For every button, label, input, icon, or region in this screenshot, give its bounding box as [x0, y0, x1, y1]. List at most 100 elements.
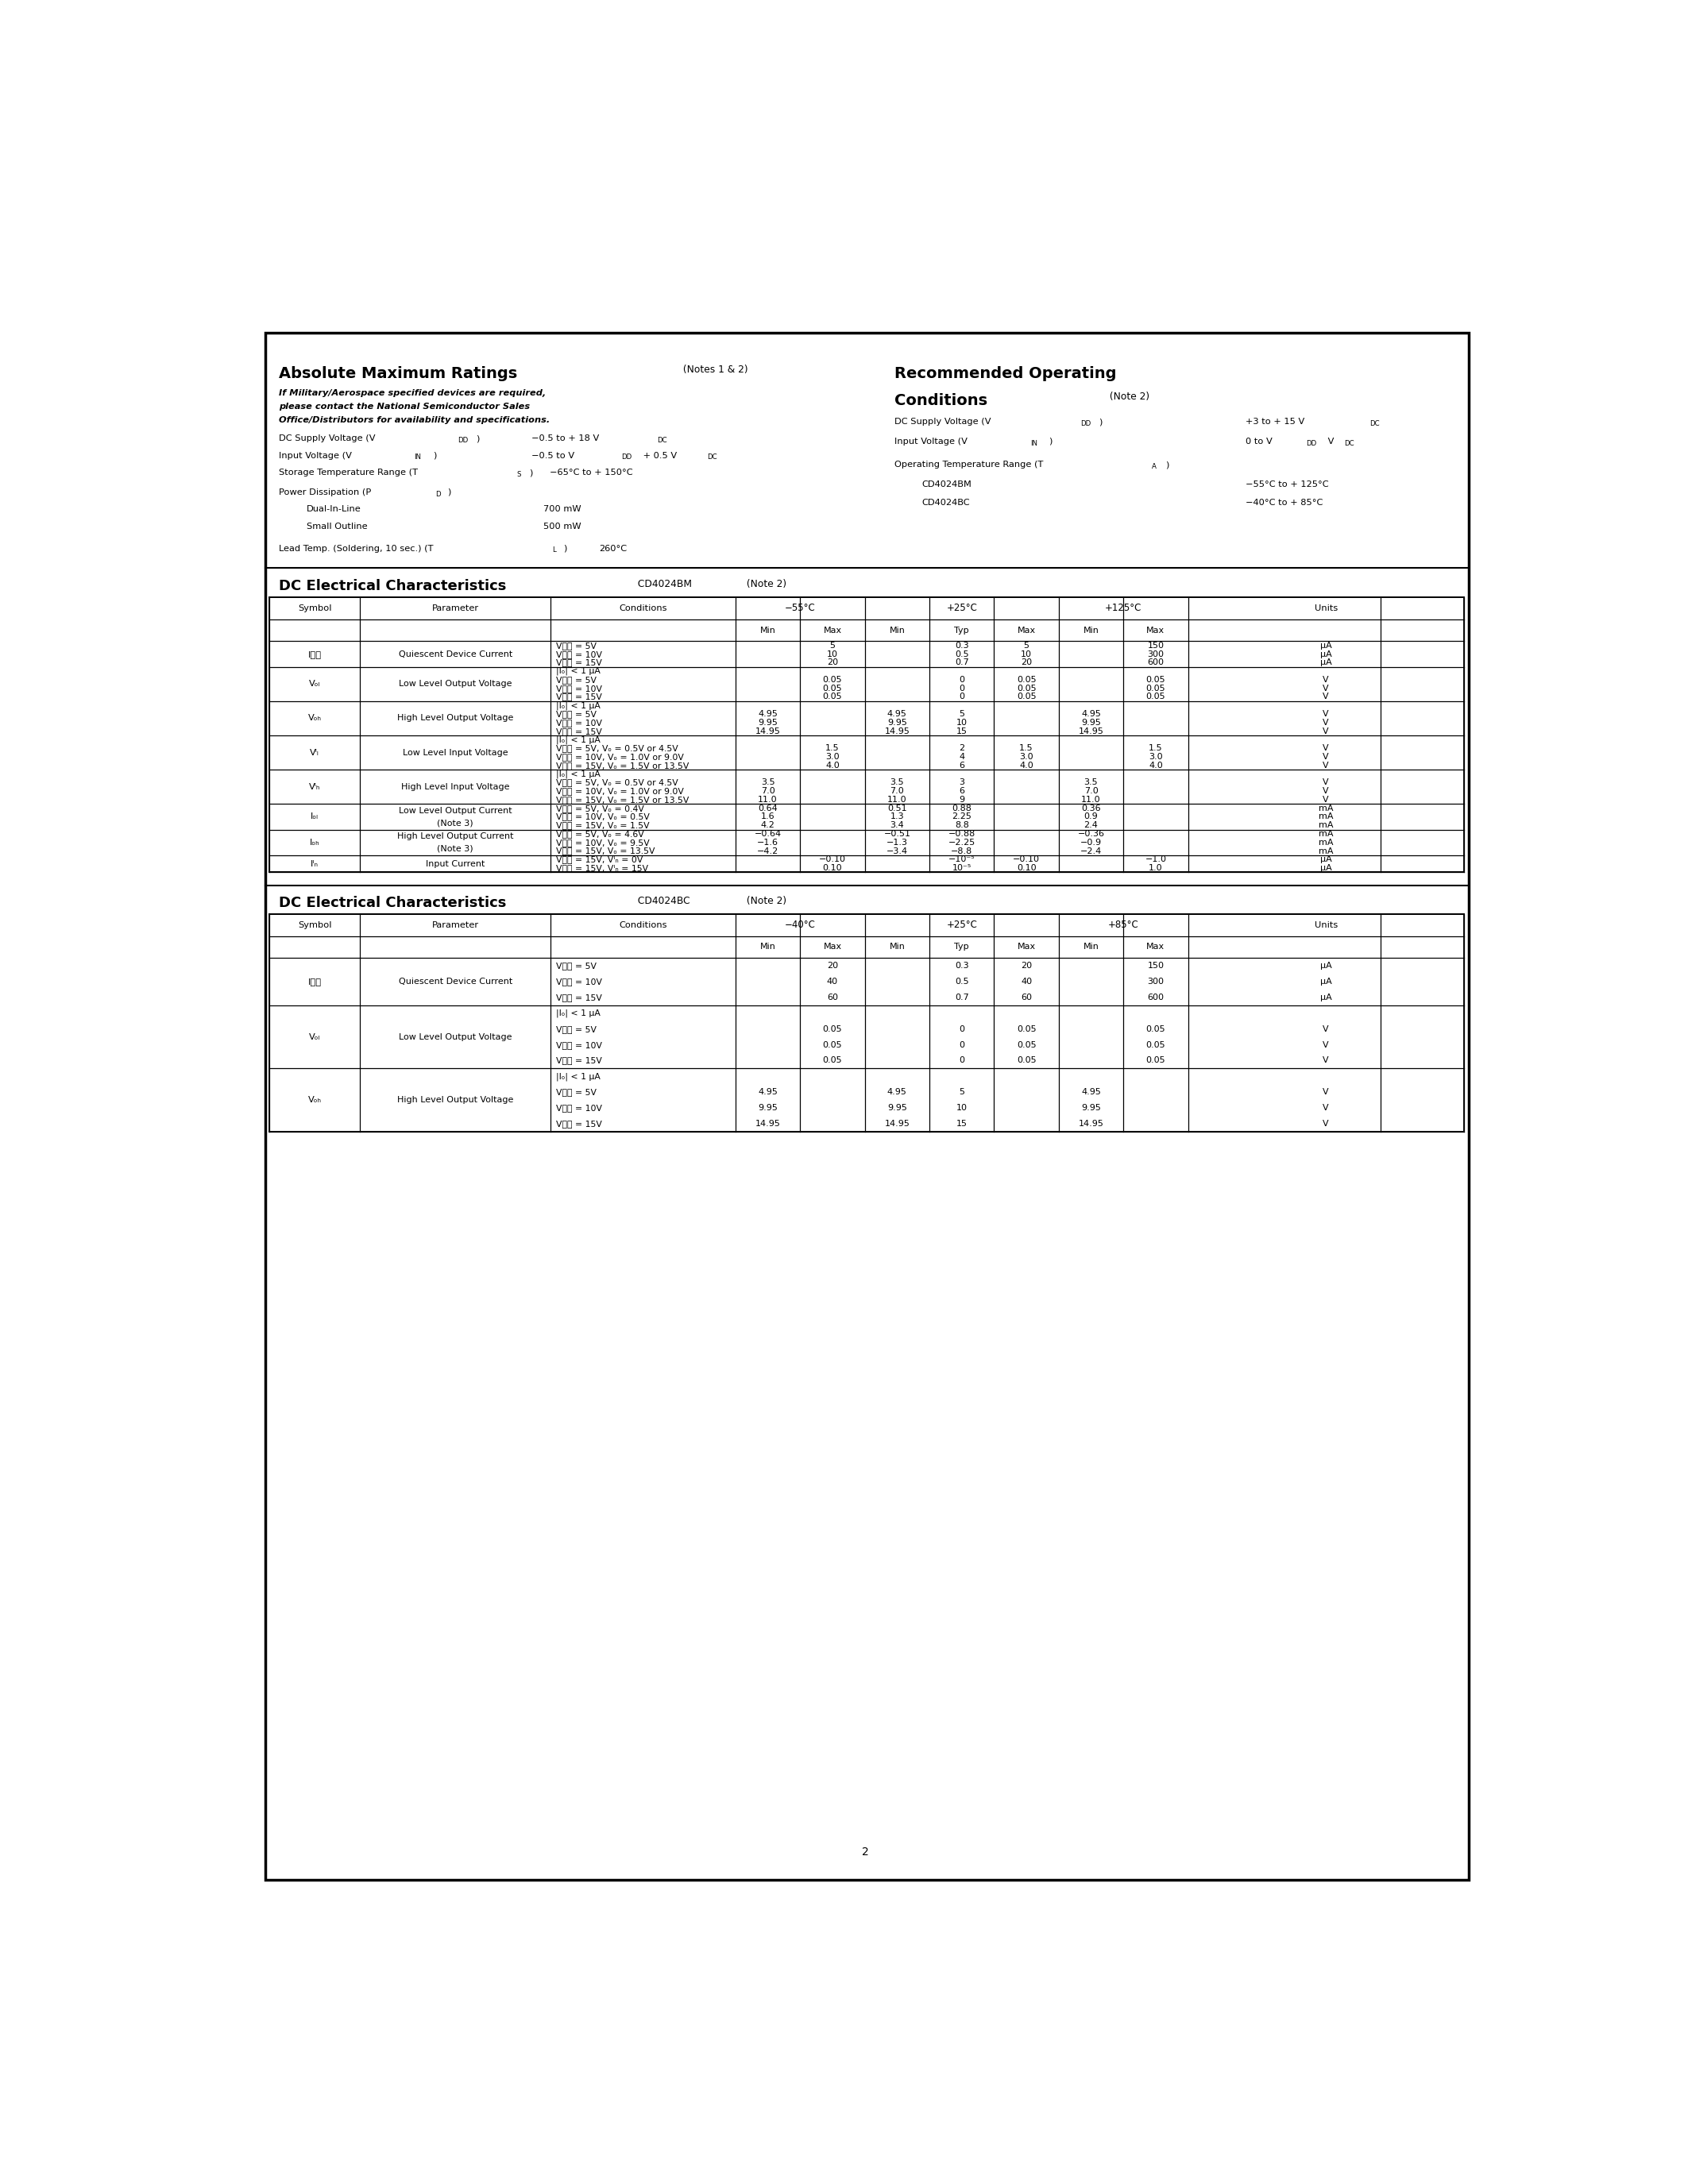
Bar: [270, 913, 1463, 1131]
Text: 0.05: 0.05: [1016, 1057, 1036, 1064]
Text: V₟₟ = 5V, Vₒ = 4.6V: V₟₟ = 5V, Vₒ = 4.6V: [555, 830, 643, 839]
Text: 0.05: 0.05: [1146, 675, 1165, 684]
Text: 0.05: 0.05: [1016, 692, 1036, 701]
Text: |Iₒ| < 1 μA: |Iₒ| < 1 μA: [555, 736, 601, 745]
Text: V₟₟ = 15V: V₟₟ = 15V: [555, 994, 601, 1002]
Text: CD4024BM: CD4024BM: [635, 579, 692, 590]
Text: 0: 0: [959, 675, 964, 684]
Text: 14.95: 14.95: [885, 1120, 910, 1127]
Text: Parameter: Parameter: [432, 605, 479, 612]
Text: 10: 10: [1021, 651, 1031, 657]
Text: 5: 5: [830, 642, 836, 649]
Text: |Iₒ| < 1 μA: |Iₒ| < 1 μA: [555, 1009, 601, 1018]
Text: V₟₟ = 5V, Vₒ = 0.4V: V₟₟ = 5V, Vₒ = 0.4V: [555, 804, 643, 812]
Text: IN: IN: [1030, 439, 1038, 448]
Text: 0.51: 0.51: [888, 804, 906, 812]
Text: 14.95: 14.95: [885, 727, 910, 736]
Text: −0.88: −0.88: [949, 830, 976, 839]
Text: 4.95: 4.95: [758, 710, 778, 719]
Text: V₟₟ = 15V, Vₒ = 1.5V or 13.5V: V₟₟ = 15V, Vₒ = 1.5V or 13.5V: [555, 795, 689, 804]
Text: DC Supply Voltage (V: DC Supply Voltage (V: [279, 435, 375, 443]
Text: (Note 3): (Note 3): [437, 819, 474, 828]
Text: 4.0: 4.0: [1148, 762, 1163, 769]
Text: V₟₟ = 5V, Vₒ = 0.5V or 4.5V: V₟₟ = 5V, Vₒ = 0.5V or 4.5V: [555, 778, 679, 786]
Text: V₟₟ = 15V: V₟₟ = 15V: [555, 692, 601, 701]
Text: −3.4: −3.4: [886, 847, 908, 854]
Text: 5: 5: [1023, 642, 1030, 649]
Text: V₟₟ = 10V, Vₒ = 0.5V: V₟₟ = 10V, Vₒ = 0.5V: [555, 812, 650, 821]
Text: −65°C to + 150°C: −65°C to + 150°C: [550, 470, 633, 476]
Text: −1.0: −1.0: [1144, 856, 1166, 863]
Text: 0.05: 0.05: [1016, 1042, 1036, 1048]
Text: 40: 40: [1021, 978, 1031, 985]
Text: Vₒₕ: Vₒₕ: [307, 1096, 321, 1105]
Text: D: D: [436, 491, 441, 498]
Text: ): ): [1099, 417, 1102, 426]
Text: −40°C: −40°C: [785, 919, 815, 930]
Text: mA: mA: [1318, 839, 1334, 847]
Text: V: V: [1325, 437, 1334, 446]
Text: Vᴵₗ: Vᴵₗ: [311, 749, 319, 756]
Text: 0.9: 0.9: [1084, 812, 1099, 821]
Text: CD4024BC: CD4024BC: [635, 895, 690, 906]
Text: −0.10: −0.10: [819, 856, 846, 863]
Text: DC Electrical Characteristics: DC Electrical Characteristics: [279, 579, 506, 594]
Text: 0.05: 0.05: [1146, 1057, 1165, 1064]
Text: V: V: [1323, 692, 1328, 701]
Text: 10: 10: [955, 1103, 967, 1112]
Text: 2: 2: [959, 745, 964, 751]
Text: Iₒₗ: Iₒₗ: [311, 812, 319, 821]
Text: 4.95: 4.95: [758, 1088, 778, 1096]
Text: −1.6: −1.6: [758, 839, 778, 847]
Text: μA: μA: [1320, 994, 1332, 1002]
Text: 0: 0: [959, 684, 964, 692]
Text: −2.4: −2.4: [1080, 847, 1102, 854]
Text: 9.95: 9.95: [888, 1103, 906, 1112]
Text: |Iₒ| < 1 μA: |Iₒ| < 1 μA: [555, 701, 601, 710]
Text: μA: μA: [1320, 961, 1332, 970]
Text: Iᴵₙ: Iᴵₙ: [311, 860, 319, 867]
Text: 7.0: 7.0: [890, 786, 905, 795]
Text: 10: 10: [955, 719, 967, 727]
Text: 1.5: 1.5: [825, 745, 839, 751]
Text: V₟₟ = 5V: V₟₟ = 5V: [555, 1024, 596, 1033]
Text: 300: 300: [1148, 978, 1165, 985]
Text: V₟₟ = 10V: V₟₟ = 10V: [555, 1103, 603, 1112]
Text: 1.5: 1.5: [1148, 745, 1163, 751]
Text: ): ): [1165, 461, 1168, 470]
Text: Storage Temperature Range (T: Storage Temperature Range (T: [279, 470, 417, 476]
Text: mA: mA: [1318, 804, 1334, 812]
Text: −40°C to + 85°C: −40°C to + 85°C: [1246, 498, 1323, 507]
Text: Min: Min: [890, 627, 905, 633]
Text: (Note 2): (Note 2): [1107, 391, 1150, 402]
Text: μA: μA: [1320, 978, 1332, 985]
Text: Low Level Output Voltage: Low Level Output Voltage: [398, 1033, 511, 1042]
Text: 6: 6: [959, 762, 964, 769]
Text: V: V: [1323, 1057, 1328, 1064]
Text: DC: DC: [707, 454, 717, 461]
Text: 0.7: 0.7: [955, 994, 969, 1002]
Text: Conditions: Conditions: [895, 393, 987, 408]
Text: 14.95: 14.95: [1079, 727, 1104, 736]
Text: 0.05: 0.05: [822, 1057, 842, 1064]
Text: 11.0: 11.0: [888, 795, 906, 804]
Text: V: V: [1323, 1042, 1328, 1048]
Text: −0.9: −0.9: [1080, 839, 1102, 847]
Text: Min: Min: [760, 627, 776, 633]
Text: 14.95: 14.95: [755, 727, 780, 736]
Text: + 0.5 V: + 0.5 V: [640, 452, 677, 459]
Text: 4.95: 4.95: [888, 1088, 906, 1096]
Text: Typ: Typ: [954, 943, 969, 950]
Text: 0.05: 0.05: [822, 692, 842, 701]
Text: Recommended Operating: Recommended Operating: [895, 367, 1116, 382]
Text: V: V: [1323, 684, 1328, 692]
Text: Max: Max: [1146, 627, 1165, 633]
Text: Quiescent Device Current: Quiescent Device Current: [398, 651, 511, 657]
Text: Max: Max: [1018, 627, 1035, 633]
Text: 600: 600: [1148, 660, 1165, 666]
Text: +125°C: +125°C: [1106, 603, 1141, 614]
Text: DC: DC: [1369, 419, 1379, 428]
Text: Vₒₕ: Vₒₕ: [307, 714, 321, 723]
Text: ): ): [530, 470, 533, 476]
Text: 4.95: 4.95: [1080, 1088, 1101, 1096]
